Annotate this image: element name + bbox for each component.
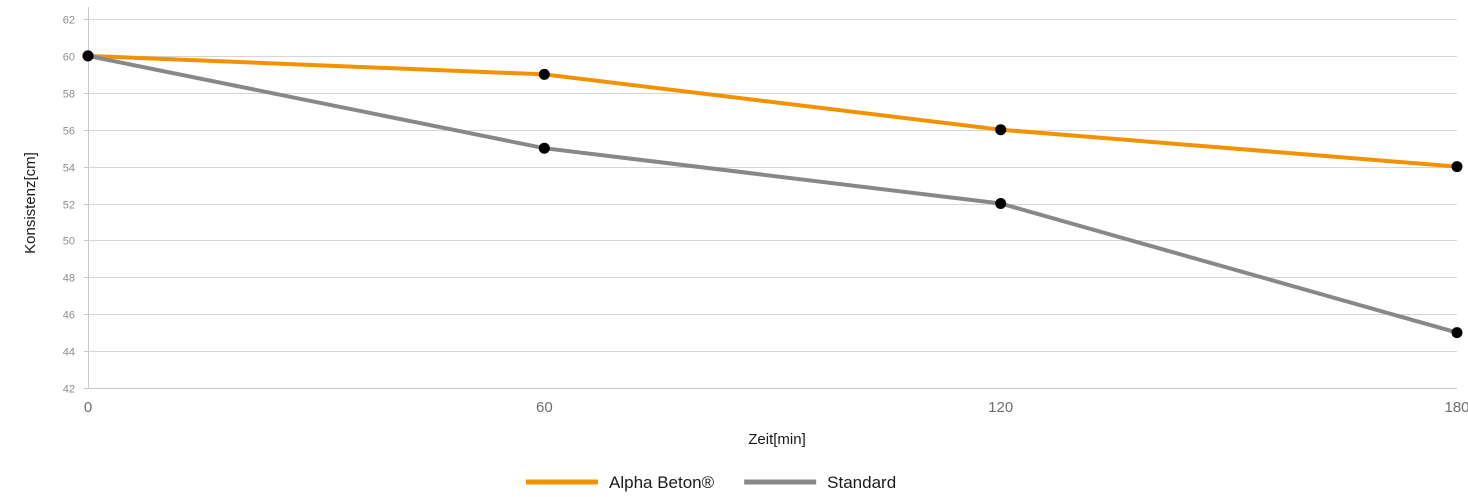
series-line-1 bbox=[86, 53, 1459, 335]
series-line-0 bbox=[86, 53, 1459, 169]
data-point bbox=[995, 124, 1007, 136]
y-tick-labels: 42 44 46 48 50 52 54 56 58 60 62 bbox=[63, 15, 75, 396]
grid-layer bbox=[88, 19, 1457, 352]
y-tick-label: 44 bbox=[63, 347, 75, 359]
y-tick-label: 58 bbox=[63, 89, 75, 101]
legend-label: Standard bbox=[827, 473, 896, 492]
x-tick-label: 60 bbox=[536, 399, 553, 416]
y-tick-label: 60 bbox=[63, 52, 75, 64]
data-point bbox=[1451, 327, 1463, 339]
y-tick-label: 50 bbox=[63, 236, 75, 248]
y-axis-title: Konsistenz[cm] bbox=[22, 152, 39, 254]
x-tick-label: 0 bbox=[84, 399, 92, 416]
data-point bbox=[995, 198, 1007, 209]
y-tick-label: 46 bbox=[63, 310, 75, 322]
y-tick-label: 48 bbox=[63, 273, 75, 285]
y-tick-label: 56 bbox=[63, 126, 75, 138]
y-tick-label: 52 bbox=[63, 200, 75, 212]
legend: Alpha Beton® Standard bbox=[526, 473, 896, 492]
y-tick-label: 62 bbox=[63, 15, 75, 27]
x-tick-label: 120 bbox=[988, 399, 1013, 416]
data-point bbox=[538, 68, 550, 80]
data-point bbox=[538, 142, 550, 154]
data-point bbox=[1451, 161, 1463, 173]
legend-label: Alpha Beton® bbox=[609, 473, 715, 492]
x-axis-title: Zeit[min] bbox=[748, 431, 806, 448]
axis-layer bbox=[84, 7, 1457, 389]
y-tick-label: 54 bbox=[63, 163, 75, 175]
series-layer bbox=[86, 53, 1459, 335]
y-tick-label: 42 bbox=[63, 384, 75, 396]
data-point bbox=[82, 50, 94, 62]
marker-layer bbox=[82, 50, 1463, 339]
x-tick-label: 180 bbox=[1444, 399, 1468, 416]
x-tick-labels: 0 60 120 180 bbox=[84, 399, 1468, 416]
